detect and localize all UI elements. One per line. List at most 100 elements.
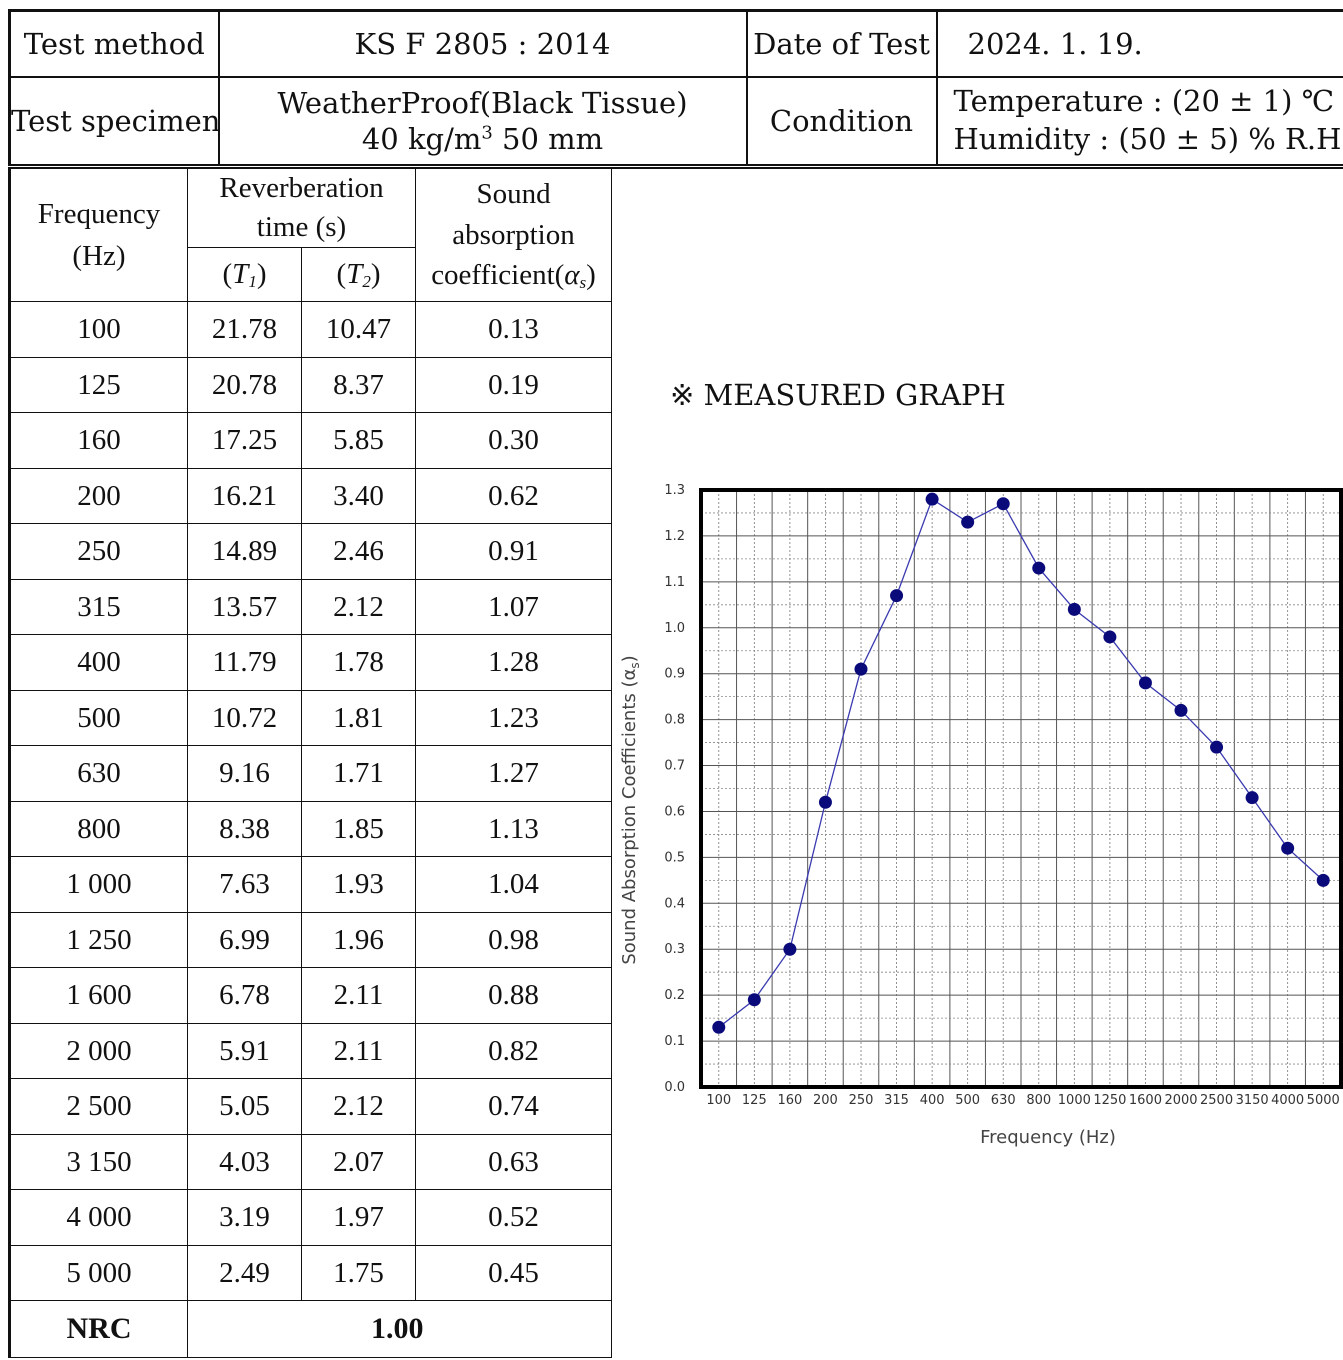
x-tick-label: 500: [955, 1093, 980, 1108]
data-point: [1281, 841, 1295, 855]
frequency-cell: 1 000: [9, 856, 188, 913]
absorption-cell: 1.28: [415, 634, 613, 691]
y-tick-label: 0.5: [664, 850, 685, 865]
data-point: [747, 993, 761, 1007]
absorption-cell: 0.62: [415, 467, 613, 525]
absorption-cell: 1.04: [415, 856, 613, 913]
x-tick-label: 5000: [1307, 1093, 1340, 1108]
t2-cell: 1.81: [300, 689, 417, 747]
t1-cell: 10.72: [187, 689, 302, 747]
x-tick-label: 100: [706, 1093, 731, 1108]
test-info-table: Test method KS F 2805 : 2014 Date of Tes…: [8, 9, 1343, 169]
data-point: [1138, 676, 1152, 690]
plot-frame: [699, 488, 1343, 1089]
data-point: [1174, 703, 1188, 717]
t2-cell: 1.78: [300, 634, 417, 691]
t2-cell: 5.85: [300, 412, 417, 469]
y-axis-title: Sound Absorption Coefficients (αs): [619, 655, 642, 964]
frequency-cell: 800: [9, 800, 188, 858]
y-tick-label: 0.0: [664, 1080, 685, 1095]
y-tick-label: 0.2: [664, 988, 685, 1003]
y-tick-label: 0.4: [664, 896, 685, 911]
data-point: [1103, 630, 1117, 644]
data-point: [1067, 602, 1081, 616]
table-row: 5 000 2.49 1.75 0.45: [9, 1244, 613, 1302]
y-tick-label: 1.3: [664, 483, 685, 498]
absorption-cell: 0.91: [415, 523, 613, 580]
table-row: 200 16.21 3.40 0.62: [9, 467, 613, 525]
nrc-value: 1.00: [186, 1300, 613, 1359]
absorption-cell: 0.13: [415, 301, 613, 358]
t1-cell: 7.63: [187, 856, 302, 913]
t1-cell: 20.78: [187, 356, 302, 414]
t2-cell: 8.37: [300, 356, 417, 414]
t1-cell: 13.57: [187, 578, 302, 636]
y-tick-label: 1.1: [664, 575, 685, 590]
absorption-cell: 0.52: [415, 1189, 613, 1246]
t2-cell: 2.12: [300, 1078, 417, 1135]
frequency-cell: 160: [9, 412, 188, 469]
humidity-text: Humidity : (50 ± 5) % R.H: [953, 122, 1342, 156]
x-tick-label: 2500: [1200, 1093, 1233, 1108]
table-row: 3 150 4.03 2.07 0.63: [9, 1133, 613, 1191]
table-row: 800 8.38 1.85 1.13: [9, 800, 613, 858]
y-tick-label: 0.1: [664, 1034, 685, 1049]
x-tick-label: 2000: [1164, 1093, 1197, 1108]
data-point: [1245, 791, 1259, 805]
table-row: 160 17.25 5.85 0.30: [9, 412, 613, 469]
data-point: [1032, 561, 1046, 575]
absorption-cell: 0.74: [415, 1078, 613, 1135]
table-row: 500 10.72 1.81 1.23: [9, 689, 613, 747]
t1-cell: 6.78: [187, 967, 302, 1024]
graph-title: ※ MEASURED GRAPH: [670, 378, 1006, 412]
x-axis-title: Frequency (Hz): [980, 1127, 1116, 1148]
t1-cell: 4.03: [187, 1133, 302, 1191]
table-row: 1 000 7.63 1.93 1.04: [9, 856, 613, 913]
absorption-header: Sound absorption coefficient(αs): [415, 167, 613, 303]
absorption-chart: 0.0 0.1 0.2 0.3 0.4 0.5 0.6 0.7 0.8 0.9 1.0 1.1 1.2 1…: [619, 483, 1343, 1148]
x-tick-label: 1600: [1129, 1093, 1162, 1108]
absorption-cell: 0.63: [415, 1133, 613, 1191]
frequency-cell: 1 600: [9, 967, 188, 1024]
x-tick-label: 160: [777, 1093, 802, 1108]
test-method-value: KS F 2805 : 2014: [217, 9, 748, 78]
t1-header: (T1): [187, 247, 302, 303]
x-tick-label: 250: [849, 1093, 874, 1108]
specimen-name: WeatherProof(Black Tissue): [277, 85, 688, 120]
chart-grid: [701, 489, 1341, 1088]
t2-cell: 2.11: [300, 967, 417, 1024]
table-row: 2 500 5.05 2.12 0.74: [9, 1078, 613, 1135]
absorption-cell: 1.23: [415, 689, 613, 747]
test-specimen-label: Test specimen: [8, 76, 220, 168]
t1-cell: 2.49: [187, 1244, 302, 1302]
t2-cell: 1.97: [300, 1189, 417, 1246]
t2-cell: 2.11: [300, 1022, 417, 1080]
frequency-cell: 3 150: [9, 1133, 188, 1191]
frequency-cell: 315: [9, 578, 188, 636]
temperature-text: Temperature : (20 ± 1) ℃: [953, 84, 1335, 119]
table-row: 125 20.78 8.37 0.19: [9, 356, 613, 414]
y-axis-ticks: 0.0 0.1 0.2 0.3 0.4 0.5 0.6 0.7 0.8 0.9 1.0 1.1 1.2 1…: [664, 483, 685, 1095]
t1-cell: 5.91: [187, 1022, 302, 1080]
frequency-cell: 500: [9, 689, 188, 747]
t2-cell: 3.40: [300, 467, 417, 525]
t1-cell: 3.19: [187, 1189, 302, 1246]
t1-cell: 14.89: [187, 523, 302, 580]
t2-cell: 2.07: [300, 1133, 417, 1191]
table-row: 630 9.16 1.71 1.27: [9, 745, 613, 802]
t2-cell: 2.46: [300, 523, 417, 580]
data-point: [890, 589, 904, 603]
x-tick-label: 630: [991, 1093, 1016, 1108]
data-point: [996, 497, 1010, 511]
t2-cell: 1.85: [300, 800, 417, 858]
t1-cell: 11.79: [187, 634, 302, 691]
t2-cell: 10.47: [300, 301, 417, 358]
x-tick-label: 800: [1026, 1093, 1051, 1108]
data-point: [925, 492, 939, 506]
x-tick-label: 3150: [1236, 1093, 1269, 1108]
y-tick-label: 0.8: [664, 713, 685, 728]
y-tick-label: 1.2: [664, 529, 685, 544]
x-tick-label: 125: [742, 1093, 767, 1108]
table-row: 2 000 5.91 2.11 0.82: [9, 1022, 613, 1080]
t2-cell: 1.96: [300, 911, 417, 969]
